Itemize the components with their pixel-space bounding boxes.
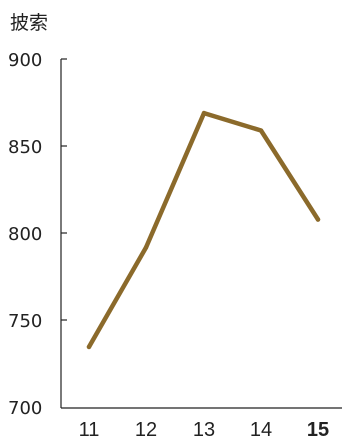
y-tick-700: 700 bbox=[8, 398, 42, 419]
data-point-13 bbox=[201, 110, 207, 116]
data-point-15 bbox=[315, 217, 321, 222]
data-point-14 bbox=[258, 128, 264, 133]
x-tick-15: 15 bbox=[307, 419, 329, 438]
y-axis-label: 披索 bbox=[10, 12, 48, 34]
data-point-12 bbox=[143, 245, 149, 250]
x-tick-12: 12 bbox=[135, 419, 157, 438]
y-tick-marks bbox=[61, 58, 67, 321]
series-line bbox=[86, 110, 321, 350]
x-tick-labels: 11 12 13 14 15 bbox=[79, 419, 330, 438]
y-tick-750: 750 bbox=[8, 311, 42, 332]
y-tick-labels: 900 850 800 750 700 bbox=[8, 50, 42, 419]
y-tick-800: 800 bbox=[8, 224, 42, 245]
x-tick-14: 14 bbox=[250, 419, 272, 438]
y-tick-850: 850 bbox=[8, 137, 42, 158]
x-tick-11: 11 bbox=[79, 419, 100, 438]
x-tick-13: 13 bbox=[193, 419, 215, 438]
data-point-11 bbox=[86, 344, 92, 350]
y-tick-900: 900 bbox=[8, 50, 42, 71]
